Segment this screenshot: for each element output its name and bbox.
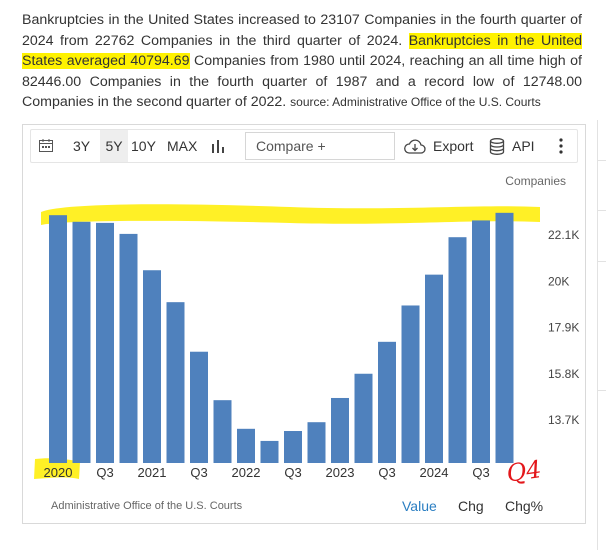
x-tick-label: 2023 (326, 465, 355, 480)
tab-chg-percent[interactable]: Chg% (505, 498, 544, 514)
chart-panel: 3Y 5Y 10Y MAX Compare + Export API (22, 124, 586, 524)
bar-2022-q4[interactable] (307, 422, 326, 463)
x-tick-label: Q3 (378, 465, 395, 480)
range-max-button[interactable]: MAX (167, 138, 198, 154)
bar-2023-q4[interactable] (401, 305, 420, 463)
calendar-icon[interactable] (39, 139, 53, 152)
range-3y-button[interactable]: 3Y (73, 138, 91, 154)
highlight-stroke-top (41, 204, 540, 225)
bar-chart-icon[interactable] (211, 139, 225, 153)
y-tick-label: 22.1K (548, 228, 579, 242)
x-tick-label: 2020 (44, 465, 73, 480)
y-axis-labels: 13.7K 15.8K 17.9K 20K 22.1K (548, 228, 579, 427)
range-10y-button[interactable]: 10Y (131, 138, 156, 154)
description-text-2: Companies from 1980 until 2024, reaching… (22, 53, 582, 110)
bars-group (49, 212, 514, 463)
x-tick-label: Q3 (284, 465, 301, 480)
description: Bankruptcies in the United States increa… (22, 10, 582, 113)
bar-2024-q1[interactable] (425, 274, 443, 463)
bar-2020-q1[interactable] (49, 215, 67, 463)
bar-2022-q3[interactable] (284, 431, 302, 463)
highlight-stroke-2020 (34, 458, 80, 479)
annotation-marker-layer (34, 204, 540, 479)
vertical-dots-icon[interactable] (559, 138, 563, 154)
bar-2024-q3[interactable] (472, 220, 490, 463)
right-edge-frame (597, 120, 606, 550)
range-5y-button[interactable]: 5Y (100, 130, 128, 162)
api-button[interactable]: API (512, 138, 535, 154)
export-button[interactable]: Export (433, 138, 474, 154)
x-tick-label: 2022 (232, 465, 261, 480)
y-tick-label: 13.7K (548, 413, 579, 427)
bar-2024-q4[interactable] (495, 212, 514, 463)
bar-2021-q3[interactable] (190, 351, 208, 463)
y-tick-label: 15.8K (548, 367, 579, 381)
bar-2023-q2[interactable] (354, 373, 373, 463)
bar-2020-q2[interactable] (72, 221, 91, 463)
x-tick-label: Q3 (472, 465, 489, 480)
bar-2022-q2[interactable] (260, 440, 279, 463)
bar-2021-q2[interactable] (166, 302, 185, 463)
cloud-download-icon[interactable] (404, 139, 426, 154)
bar-2021-q4[interactable] (213, 400, 232, 463)
bar-2024-q2[interactable] (448, 237, 467, 463)
tab-chg[interactable]: Chg (458, 498, 484, 514)
bar-2022-q1[interactable] (237, 428, 255, 463)
bar-2021-q1[interactable] (143, 270, 161, 463)
description-text-1: Bankruptcies in the United States increa… (22, 12, 582, 49)
description-source: source: Administrative Office of the U.S… (290, 95, 541, 109)
compare-input[interactable]: Compare + (245, 132, 395, 160)
bar-2020-q4[interactable] (119, 233, 138, 463)
database-icon[interactable] (489, 138, 505, 155)
x-tick-label: 2021 (138, 465, 167, 480)
x-tick-label: Q3 (190, 465, 207, 480)
tab-value[interactable]: Value (402, 498, 437, 514)
y-unit-label: Companies (505, 174, 566, 188)
footer-source: Administrative Office of the U.S. Courts (51, 500, 243, 512)
x-axis-labels: 2020 Q3 2021 Q3 2022 Q3 2023 Q3 2024 Q3 (44, 465, 490, 480)
chart-toolbar: 3Y 5Y 10Y MAX Compare + Export API (30, 129, 578, 163)
x-tick-label: Q3 (96, 465, 113, 480)
bar-2023-q3[interactable] (378, 341, 396, 463)
bar-2023-q1[interactable] (331, 397, 349, 463)
bar-2020-q3[interactable] (96, 222, 114, 463)
x-tick-label: 2024 (420, 465, 449, 480)
y-tick-label: 20K (548, 274, 569, 288)
y-tick-label: 17.9K (548, 321, 579, 335)
q4-handwritten-annotation: Q4 (505, 455, 544, 488)
